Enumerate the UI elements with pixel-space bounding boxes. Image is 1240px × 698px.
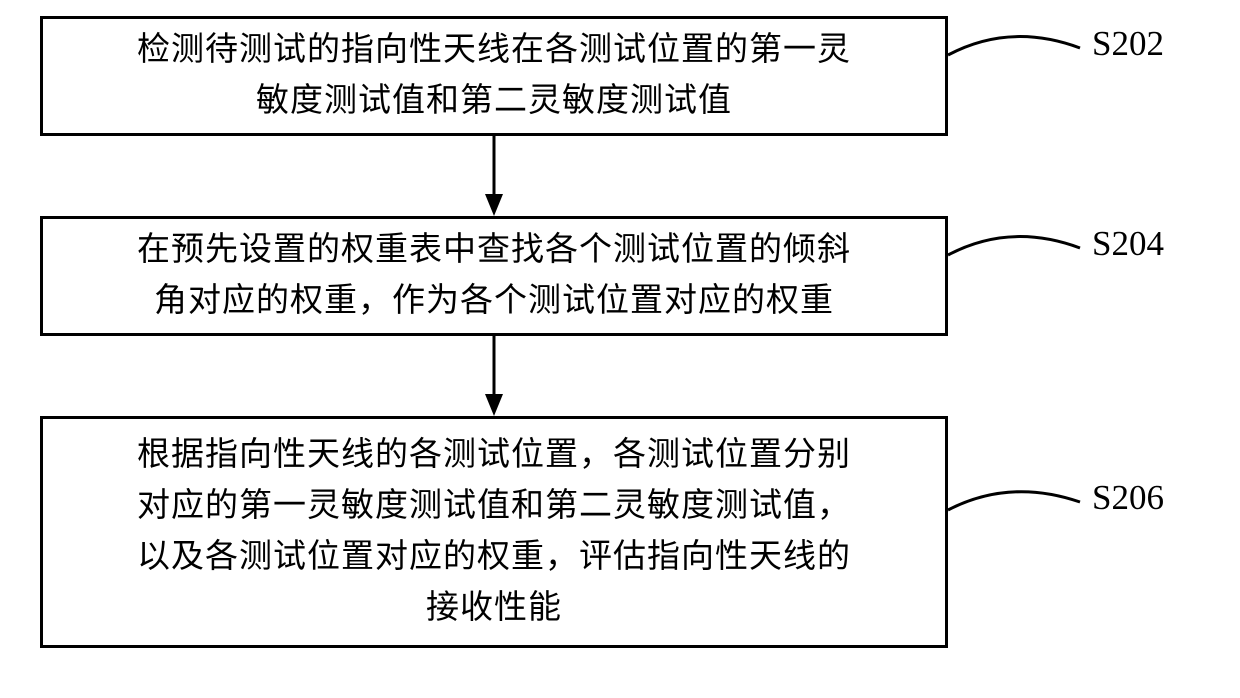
flowchart-canvas: 检测待测试的指向性天线在各测试位置的第一灵敏度测试值和第二灵敏度测试值 S202… [0,0,1240,698]
flow-step-s202-label: S202 [1092,24,1164,64]
flow-step-s204-label: S204 [1092,224,1164,264]
flow-step-s206: 根据指向性天线的各测试位置，各测试位置分别对应的第一灵敏度测试值和第二灵敏度测试… [40,416,948,648]
flow-step-s202-text: 检测待测试的指向性天线在各测试位置的第一灵敏度测试值和第二灵敏度测试值 [137,25,851,127]
flow-step-s202: 检测待测试的指向性天线在各测试位置的第一灵敏度测试值和第二灵敏度测试值 [40,16,948,136]
flow-step-s204: 在预先设置的权重表中查找各个测试位置的倾斜角对应的权重，作为各个测试位置对应的权… [40,216,948,336]
flow-step-s206-text: 根据指向性天线的各测试位置，各测试位置分别对应的第一灵敏度测试值和第二灵敏度测试… [137,430,851,635]
flow-step-s204-text: 在预先设置的权重表中查找各个测试位置的倾斜角对应的权重，作为各个测试位置对应的权… [137,225,851,327]
flow-step-s206-label: S206 [1092,478,1164,518]
